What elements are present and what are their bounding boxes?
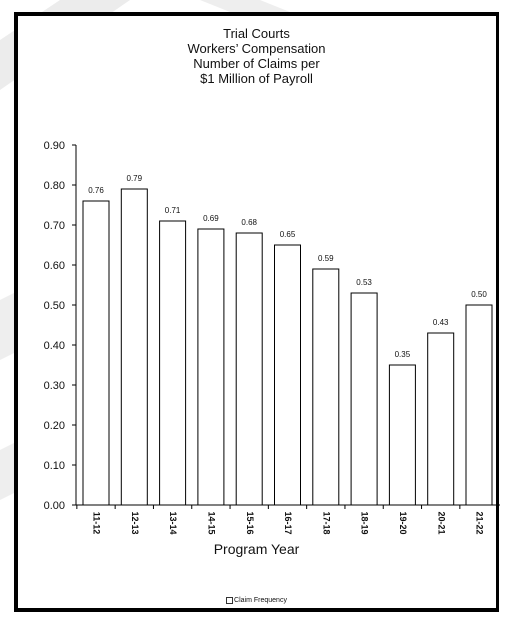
data-label-19-20: 0.35 [395, 350, 411, 359]
data-label-21-22: 0.50 [471, 290, 487, 299]
data-label-14-15: 0.69 [203, 214, 219, 223]
data-label-13-14: 0.71 [165, 206, 181, 215]
y-tick-label-0.20: 0.20 [44, 420, 65, 432]
data-label-12-13: 0.79 [127, 174, 143, 183]
bar-21-22 [465, 304, 493, 506]
data-label-16-17: 0.65 [280, 230, 296, 239]
chart-title-line-4: $1 Million of Payroll [200, 71, 313, 86]
x-tick-label-12-13: 12-13 [130, 511, 140, 534]
data-label-11-12: 0.76 [88, 186, 104, 195]
bar-19-20 [388, 364, 416, 506]
x-tick-label-17-18: 17-18 [321, 511, 331, 534]
y-tick-label-0.00: 0.00 [44, 500, 65, 512]
chart-title-line-2: Workers’ Compensation [187, 41, 326, 56]
y-tick-label-0.10: 0.10 [44, 460, 65, 472]
bar-16-17 [274, 244, 301, 506]
legend: Claim Frequency [14, 597, 499, 604]
legend-label: Claim Frequency [234, 597, 287, 604]
y-tick-label-0.60: 0.60 [44, 260, 65, 272]
bar-17-18 [312, 268, 340, 506]
x-tick-label-19-20: 19-20 [398, 511, 408, 534]
data-label-15-16: 0.68 [241, 218, 257, 227]
bar-18-19 [350, 292, 378, 506]
y-tick-label-0.70: 0.70 [44, 220, 65, 232]
x-tick-label-11-12: 11-12 [92, 512, 102, 535]
data-label-17-18: 0.59 [318, 254, 334, 263]
x-axis-label: Program Year [213, 541, 300, 557]
bar-15-16 [235, 232, 263, 506]
chart-title-line-3: Number of Claims per [193, 56, 320, 71]
legend-swatch [226, 597, 234, 604]
chart-title-line-1: Trial Courts [223, 26, 290, 41]
data-label-18-19: 0.53 [356, 278, 372, 287]
y-tick-label-0.80: 0.80 [44, 180, 65, 192]
data-label-20-21: 0.43 [433, 318, 449, 327]
bar-14-15 [197, 228, 225, 506]
y-tick-label-0.50: 0.50 [44, 300, 65, 312]
x-tick-label-13-14: 13-14 [168, 511, 178, 534]
bar-12-13 [120, 188, 148, 506]
x-tick-label-21-22: 21-22 [475, 511, 485, 534]
chart-title: Trial Courts Workers’ Compensation Numbe… [14, 26, 499, 86]
bar-20-21 [427, 332, 455, 506]
y-tick-label-0.90: 0.90 [44, 140, 65, 152]
y-tick-label-0.40: 0.40 [44, 340, 65, 352]
y-tick-label-0.30: 0.30 [44, 380, 65, 392]
x-tick-label-18-19: 18-19 [360, 511, 370, 534]
x-tick-label-15-16: 15-16 [245, 511, 255, 534]
bar-11-12 [82, 200, 110, 506]
x-tick-label-14-15: 14-15 [207, 511, 217, 534]
bar-13-14 [159, 220, 187, 506]
x-tick-label-16-17: 16-17 [283, 511, 293, 534]
x-tick-label-20-21: 20-21 [436, 511, 446, 534]
